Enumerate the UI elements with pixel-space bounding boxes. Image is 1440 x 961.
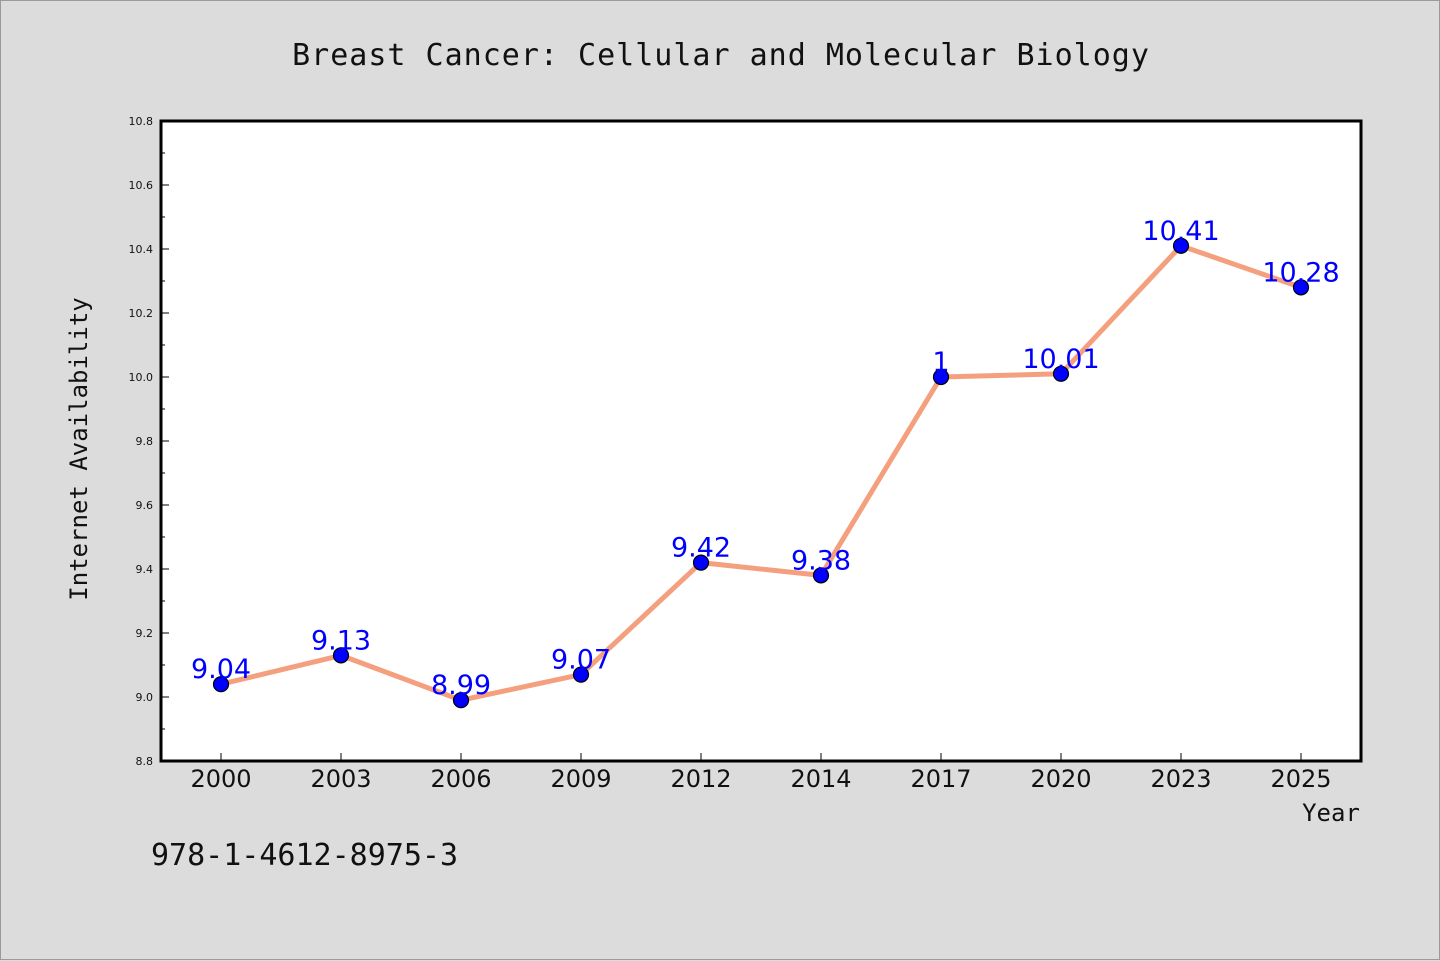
x-tick-label: 2012 — [670, 765, 731, 793]
x-axis-label: Year — [1302, 799, 1360, 827]
data-point — [1292, 279, 1310, 296]
y-tick-label: 10.2 — [129, 307, 154, 320]
chart-title: Breast Cancer: Cellular and Molecular Bi… — [292, 38, 1150, 73]
data-label: 9.04 — [191, 654, 251, 685]
x-tick-label: 2020 — [1030, 765, 1091, 793]
y-tick-label: 9.2 — [136, 627, 154, 640]
y-tick-label: 10.0 — [129, 371, 154, 384]
data-label: 10.41 — [1142, 216, 1219, 247]
y-tick-label: 9.0 — [136, 691, 154, 704]
x-tick-label: 2023 — [1150, 765, 1211, 793]
x-tick-label: 2009 — [550, 765, 611, 793]
data-point — [452, 692, 470, 709]
y-tick-label: 9.8 — [136, 435, 154, 448]
data-point — [332, 647, 350, 664]
x-tick-label: 2003 — [310, 765, 371, 793]
data-point — [932, 368, 950, 386]
y-tick-label: 10.6 — [129, 179, 154, 192]
data-point — [572, 666, 590, 683]
x-tick-label: 2006 — [430, 765, 491, 793]
data-point — [812, 567, 830, 584]
y-tick-label: 10.4 — [129, 243, 154, 256]
data-label: 8.99 — [431, 670, 491, 701]
x-tick-label: 2000 — [190, 765, 251, 793]
data-label: 9.07 — [551, 645, 611, 676]
y-axis-ticks: 8.8 9.0 9.2 9.4 9.6 9.8 10.0 10.2 10.4 10.6 10.8 — [129, 115, 169, 768]
data-label-layer: 9.04 9.13 8.99 9.07 9.42 9.38 1 10.01 10.41 10.28 — [191, 216, 1340, 701]
isbn-footnote: 978-1-4612-8975-3 — [151, 838, 458, 873]
plot-area — [161, 121, 1361, 761]
data-point — [1172, 237, 1190, 254]
data-point — [692, 554, 710, 571]
y-axis-label: Internet Availability — [65, 297, 93, 600]
data-label: 10.28 — [1262, 257, 1339, 288]
data-point — [1052, 365, 1070, 382]
y-tick-label: 10.8 — [129, 115, 154, 128]
x-tick-label: 2014 — [790, 765, 851, 793]
data-label: 1 — [932, 347, 949, 378]
y-tick-label: 9.6 — [136, 499, 154, 512]
data-point — [212, 676, 230, 693]
data-label: 9.38 — [791, 545, 851, 576]
x-axis-ticks: 2000 2003 2006 2009 2012 2014 2017 2020 2023 2025 — [190, 753, 1332, 793]
data-label: 10.01 — [1022, 344, 1099, 375]
x-tick-label: 2017 — [910, 765, 971, 793]
data-label: 9.13 — [311, 625, 371, 656]
y-tick-label: 9.4 — [136, 563, 154, 576]
plot-border — [159, 119, 1363, 763]
y-tick-label: 8.8 — [136, 755, 154, 768]
series-layer — [212, 237, 1310, 709]
x-tick-label: 2025 — [1270, 765, 1331, 793]
series-line — [218, 243, 1304, 703]
data-label: 9.42 — [671, 533, 731, 564]
